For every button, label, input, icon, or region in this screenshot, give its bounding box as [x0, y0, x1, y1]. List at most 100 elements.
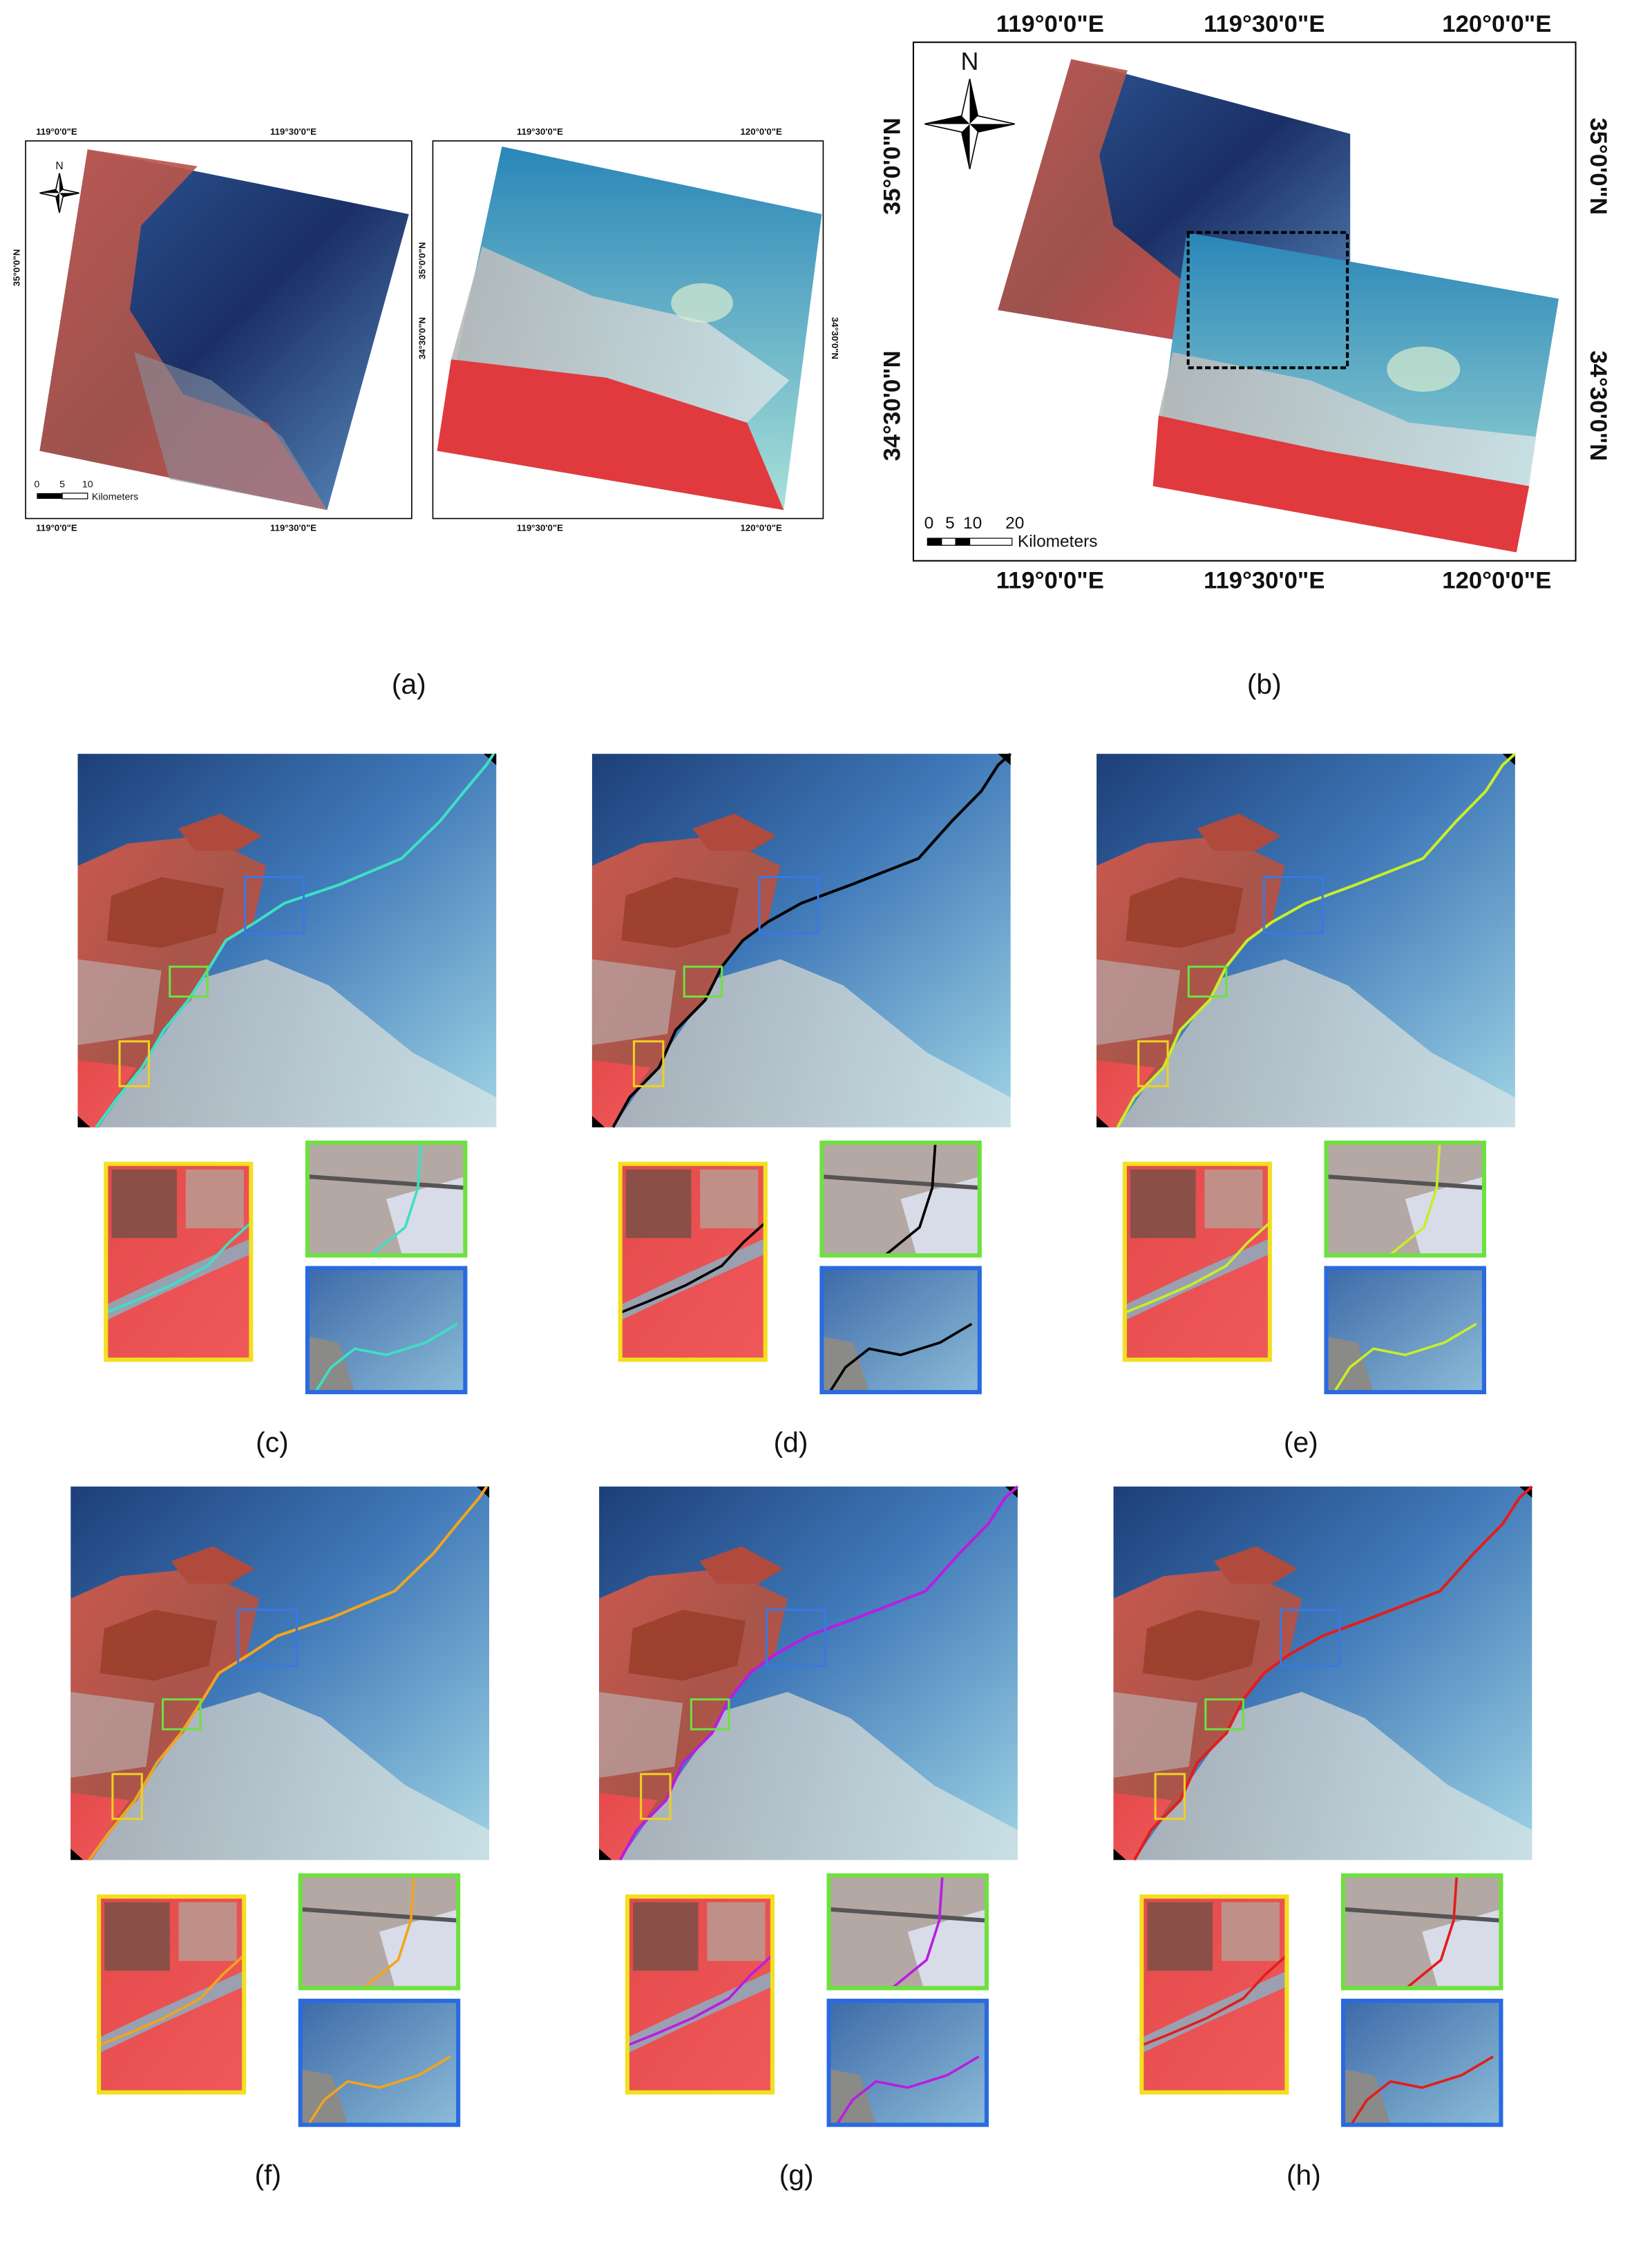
inset-coastline: [1349, 2055, 1494, 2126]
zoom-box: [162, 1698, 202, 1731]
scene-corner: [77, 1116, 91, 1127]
lon-label: 119°30'0"E: [270, 522, 316, 533]
scene-urban: [1113, 1692, 1197, 1778]
zoom-box: [632, 1040, 665, 1087]
scene-urban: [599, 1692, 683, 1778]
scale-tick: 10: [963, 514, 982, 533]
inset-coastline: [362, 1875, 415, 1990]
scale-tick: 0: [34, 479, 39, 490]
inset-coastline: [620, 1221, 767, 1314]
inset-coastline: [828, 1322, 973, 1393]
inset-road: [307, 1174, 466, 1190]
inset-land: [822, 1336, 869, 1393]
scene-fields: [77, 1060, 137, 1127]
lon-label: 119°0'0"E: [36, 522, 77, 533]
inset-plant: [907, 1909, 987, 1988]
zoom-box: [1154, 1773, 1186, 1820]
zoom-box: [169, 965, 209, 998]
inset-border: [1340, 1873, 1503, 1990]
scene-flat: [98, 959, 497, 1127]
zoom-inset: [826, 1999, 989, 2127]
inset-ponds: [111, 1169, 177, 1239]
inset-land: [307, 1336, 355, 1393]
inset-plant: [1422, 1909, 1501, 1988]
scene-urban: [591, 959, 676, 1045]
inset-ponds: [700, 1169, 759, 1228]
scene-flat: [1134, 1692, 1532, 1860]
lon-label: 119°0'0"E: [36, 126, 77, 137]
inset-border: [1324, 1266, 1487, 1395]
inset-ponds: [1221, 1902, 1280, 1961]
lon-label: 120°0'0"E: [740, 126, 782, 137]
inset-coastline: [891, 1875, 944, 1990]
zoom-box: [690, 1698, 730, 1731]
zoom-box: [765, 1608, 826, 1667]
inset-coastline: [370, 1142, 423, 1257]
satellite-urban: [134, 352, 327, 511]
north-label: N: [961, 48, 979, 75]
lon-label: 120°0'0"E: [1442, 567, 1551, 593]
inset-border: [625, 1894, 775, 2095]
inset-coastline: [1405, 1875, 1459, 1990]
panel-label: (a): [392, 668, 426, 700]
inset-ponds: [625, 1169, 692, 1239]
scale-unit: Kilometers: [1018, 533, 1098, 551]
satellite-flat: [1158, 352, 1537, 486]
scale-tick: 20: [1005, 514, 1024, 533]
inset-coastline: [627, 1954, 774, 2047]
north-label: N: [55, 160, 63, 172]
lat-label: 34°30'0"N: [880, 350, 906, 461]
scene-urban: [77, 959, 162, 1045]
inset-plant: [900, 1177, 980, 1256]
zoom-inset: [819, 1266, 982, 1395]
inset-border: [819, 1140, 982, 1258]
inset-plant: [1405, 1177, 1484, 1256]
inset-land: [1326, 1336, 1374, 1393]
inset-border: [305, 1140, 468, 1258]
inset-border: [298, 1999, 461, 2127]
scene-corner: [70, 1848, 84, 1860]
satellite-land: [437, 359, 784, 511]
inset-plant: [379, 1909, 459, 1988]
panel-label: (e): [1284, 1426, 1318, 1458]
scene-flat: [620, 1692, 1018, 1860]
coastline: [1133, 1485, 1533, 1861]
scale-tick: 5: [945, 514, 955, 533]
inset-ponds: [1204, 1169, 1263, 1228]
inset-ponds: [633, 1902, 699, 1971]
sediment-plume: [1387, 346, 1461, 392]
lat-label: 35°0'0"N: [417, 242, 428, 279]
scene-mountain: [1142, 1610, 1260, 1681]
inset-land: [300, 2068, 348, 2125]
inset-road: [1326, 1174, 1485, 1190]
satellite-scene: [77, 753, 497, 1128]
satellite-land: [1152, 415, 1530, 553]
inset-border: [305, 1266, 468, 1395]
zoom-inset: [1340, 1873, 1503, 1990]
inset-coastline: [1388, 1142, 1441, 1257]
scene-flat: [1117, 959, 1515, 1127]
scene-flat: [91, 1692, 490, 1860]
scene-island: [692, 813, 777, 851]
scene-mountain: [99, 1610, 218, 1681]
panel-label: (h): [1287, 2159, 1321, 2191]
inset-road: [828, 1907, 987, 1923]
lon-label: 119°30'0"E: [1204, 11, 1325, 37]
inset-ponds: [185, 1169, 244, 1228]
panel-label: (g): [779, 2159, 814, 2191]
scene-island: [699, 1546, 784, 1584]
zoom-inset: [1324, 1266, 1487, 1395]
scene-fields: [591, 1060, 651, 1127]
satellite-scene: [70, 1485, 490, 1861]
inset-coastline: [835, 2055, 980, 2126]
inset-ponds: [707, 1902, 766, 1961]
zoom-inset: [826, 1873, 989, 1990]
scale-tick: 0: [924, 514, 934, 533]
inset-coastline: [314, 1322, 458, 1393]
lon-label: 120°0'0"E: [1442, 11, 1551, 37]
inset-land: [1343, 2068, 1391, 2125]
zoom-box: [1137, 1040, 1169, 1087]
satellite-flat: [450, 246, 790, 423]
lon-label: 119°30'0"E: [270, 126, 316, 137]
zoom-box: [237, 1608, 298, 1667]
